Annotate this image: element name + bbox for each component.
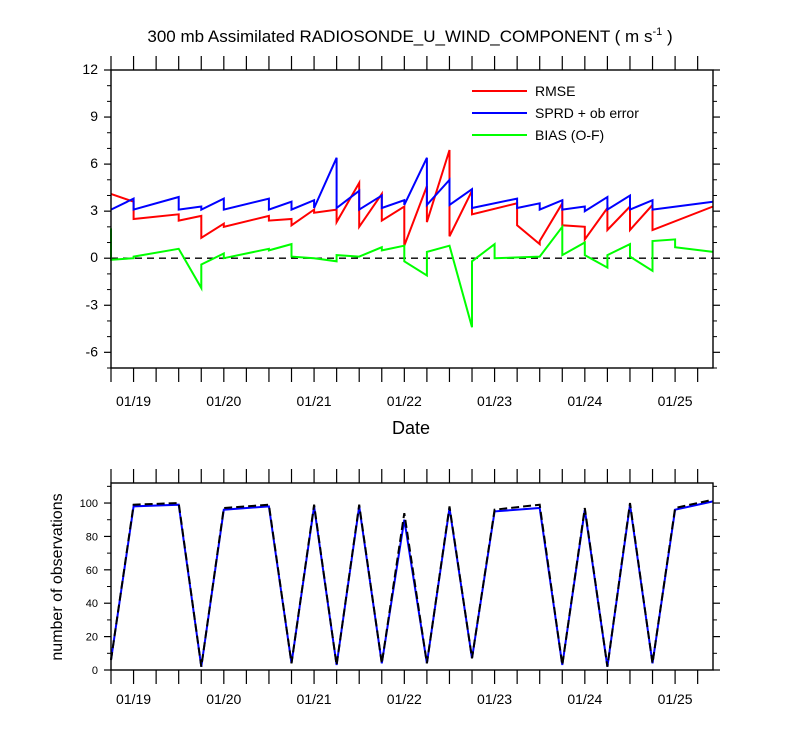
x-tick-label: 01/25 [658,393,693,409]
chart-title-main: 300 mb Assimilated RADIOSONDE_U_WIND_COM… [147,27,652,46]
x-tick-label: 01/22 [387,691,422,707]
y-tick-label: 0 [90,249,98,265]
y-tick-label: 3 [90,202,98,218]
top-chart: 12 9 6 3 0 -3 -6 01/19 01/20 01/21 01/22 01/23 01/24… [82,56,720,409]
bottom-y-axis-label: number of observations [49,493,66,660]
x-tick-label: 01/21 [297,393,332,409]
legend-label-2: BIAS (O-F) [535,127,604,143]
y-tick-label: 20 [86,632,98,644]
series-line-0 [110,149,714,247]
y-tick-label: 80 [86,531,98,543]
x-tick-label: 01/20 [206,691,241,707]
y-tick-label: 40 [86,598,98,610]
y-tick-label: 6 [90,155,98,171]
plot-frame [110,69,714,369]
x-tick-label: 01/20 [206,393,241,409]
y-tick-label: 12 [82,61,98,77]
series-line-0 [110,500,714,667]
chart-title-end: ) [662,27,672,46]
series-line-2 [110,223,714,328]
legend-label-1: SPRD + ob error [535,105,639,121]
series-line-1 [110,157,714,214]
x-tick-label: 01/23 [477,393,512,409]
top-x-axis-label: Date [392,418,430,438]
plot-frame [110,482,714,671]
legend-label-0: RMSE [535,83,575,99]
x-tick-label: 01/25 [658,691,693,707]
y-tick-label: 9 [90,108,98,124]
x-tick-label: 01/19 [116,691,151,707]
chart-title-superscript: -1 [652,26,662,38]
x-tick-label: 01/21 [297,691,332,707]
y-tick-label: -6 [86,343,99,359]
y-tick-label: -3 [86,296,99,312]
x-tick-label: 01/24 [567,393,602,409]
y-tick-label: 60 [86,565,98,577]
x-tick-label: 01/24 [567,691,602,707]
y-tick-label: 0 [92,665,98,677]
x-tick-label: 01/19 [116,393,151,409]
series-line-1 [110,498,714,667]
chart-title: 300 mb Assimilated RADIOSONDE_U_WIND_COM… [147,26,672,46]
x-tick-label: 01/22 [387,393,422,409]
y-tick-label: 100 [80,498,98,510]
bottom-chart: 0 20 40 60 80 100 01/19 01/20 01/21 01/22 01/23 01/… [80,469,720,707]
x-tick-label: 01/23 [477,691,512,707]
